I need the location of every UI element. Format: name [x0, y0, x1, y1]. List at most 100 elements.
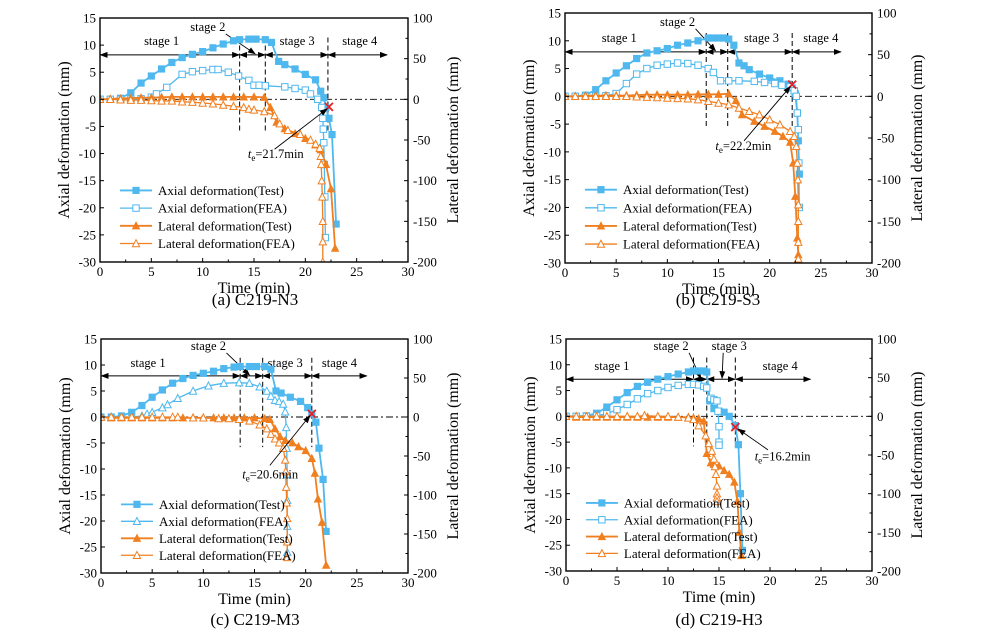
legend-item: Lateral deformation(FEA) — [120, 236, 295, 251]
x-tick-label: 15 — [713, 573, 726, 588]
y2-tick-label: -150 — [413, 527, 437, 542]
legend-label: Lateral deformation(Test) — [158, 218, 292, 233]
data-point — [709, 68, 718, 77]
data-point — [198, 412, 208, 422]
data-point — [766, 74, 774, 82]
legend-marker — [597, 548, 607, 558]
data-point — [315, 444, 323, 452]
data-point — [715, 441, 723, 449]
y-tick-label: -30 — [545, 564, 562, 579]
y-tick-label: -15 — [79, 173, 96, 188]
x-tick-label: 0 — [97, 264, 104, 279]
y2-tick-label: -100 — [413, 173, 437, 188]
y-tick-label: -15 — [545, 486, 562, 501]
y-tick-label: 15 — [84, 332, 97, 347]
data-point — [286, 393, 294, 401]
y2-axis-title: Lateral deformation (mm) — [909, 371, 926, 538]
legend-item: Axial deformation(FEA) — [120, 514, 288, 529]
data-point — [236, 362, 244, 371]
panel-caption: (b) C219-S3 — [676, 290, 761, 309]
series-group — [101, 362, 331, 569]
data-point — [255, 81, 263, 89]
data-point — [250, 413, 259, 422]
x-tick-label: 20 — [763, 265, 776, 280]
x-axis-title: Time (min) — [218, 591, 291, 608]
data-point — [208, 98, 218, 108]
legend-label: Axial deformation(FEA) — [624, 512, 753, 527]
data-point — [603, 403, 611, 411]
data-point — [261, 82, 269, 90]
te-symbol: t — [248, 147, 252, 161]
x-tick-label: 5 — [149, 575, 156, 590]
x-tick-label: 10 — [197, 575, 210, 590]
data-point — [750, 116, 759, 125]
x-tick-label: 25 — [350, 264, 363, 279]
data-point — [793, 199, 803, 209]
data-point — [775, 119, 785, 129]
data-point — [663, 44, 671, 53]
data-point — [735, 77, 743, 85]
data-point — [245, 76, 253, 85]
data-point — [318, 103, 326, 112]
data-point — [281, 466, 291, 476]
data-point — [244, 416, 254, 425]
data-point — [244, 104, 254, 113]
data-point — [137, 412, 147, 421]
data-point — [106, 412, 116, 421]
x-tick-label: 0 — [562, 265, 569, 280]
stage-label: stage 2 — [660, 15, 695, 29]
stage-label: stage 1 — [594, 359, 629, 373]
stage-pointer-arrow — [719, 352, 726, 380]
legend-label: Axial deformation(FEA) — [159, 514, 288, 529]
data-point — [791, 141, 801, 151]
data-point — [295, 129, 305, 139]
data-point — [570, 91, 580, 101]
data-point — [283, 125, 293, 134]
y2-tick-label: 50 — [413, 371, 426, 386]
data-point — [152, 90, 161, 98]
stage-label: stage 4 — [763, 359, 799, 373]
stage-label: stage 4 — [803, 31, 839, 45]
x-tick-label: 25 — [815, 573, 828, 588]
data-point — [209, 44, 217, 52]
data-point — [281, 83, 289, 91]
data-point — [317, 87, 325, 95]
legend-label: Lateral deformation(FEA) — [623, 237, 760, 252]
data-point — [224, 68, 233, 76]
x-axis-title: Time (min) — [682, 281, 755, 298]
data-point — [294, 441, 303, 451]
y2-tick-label: 0 — [877, 89, 884, 104]
data-point — [313, 95, 322, 104]
data-point — [694, 37, 702, 45]
data-point — [266, 391, 276, 400]
data-point — [734, 103, 744, 112]
data-point — [755, 70, 764, 78]
data-point — [157, 412, 167, 421]
data-point — [252, 35, 260, 43]
data-point — [318, 236, 328, 246]
y2-tick-label: 50 — [877, 370, 890, 385]
data-point — [199, 369, 207, 377]
y-tick-label: 5 — [91, 384, 98, 399]
data-point — [245, 35, 253, 43]
data-point — [280, 455, 290, 464]
data-point — [147, 72, 155, 80]
data-point — [274, 396, 284, 406]
data-point — [261, 362, 269, 371]
data-point — [653, 61, 661, 69]
te-subscript: e — [251, 153, 255, 163]
data-point — [301, 445, 310, 455]
te-subscript: e — [719, 145, 723, 155]
data-point — [105, 94, 115, 104]
legend-marker — [598, 499, 606, 507]
data-point — [306, 90, 315, 98]
data-point — [311, 139, 321, 148]
data-point — [173, 412, 183, 421]
data-point — [319, 475, 327, 484]
y-tick-label: -10 — [79, 146, 96, 161]
y-tick-label: -15 — [80, 488, 97, 503]
stage-label: stage 2 — [654, 339, 689, 353]
y2-tick-label: 0 — [877, 409, 884, 424]
failure-time-pointer — [269, 415, 311, 466]
failure-time-label: te=21.7min — [248, 147, 305, 163]
